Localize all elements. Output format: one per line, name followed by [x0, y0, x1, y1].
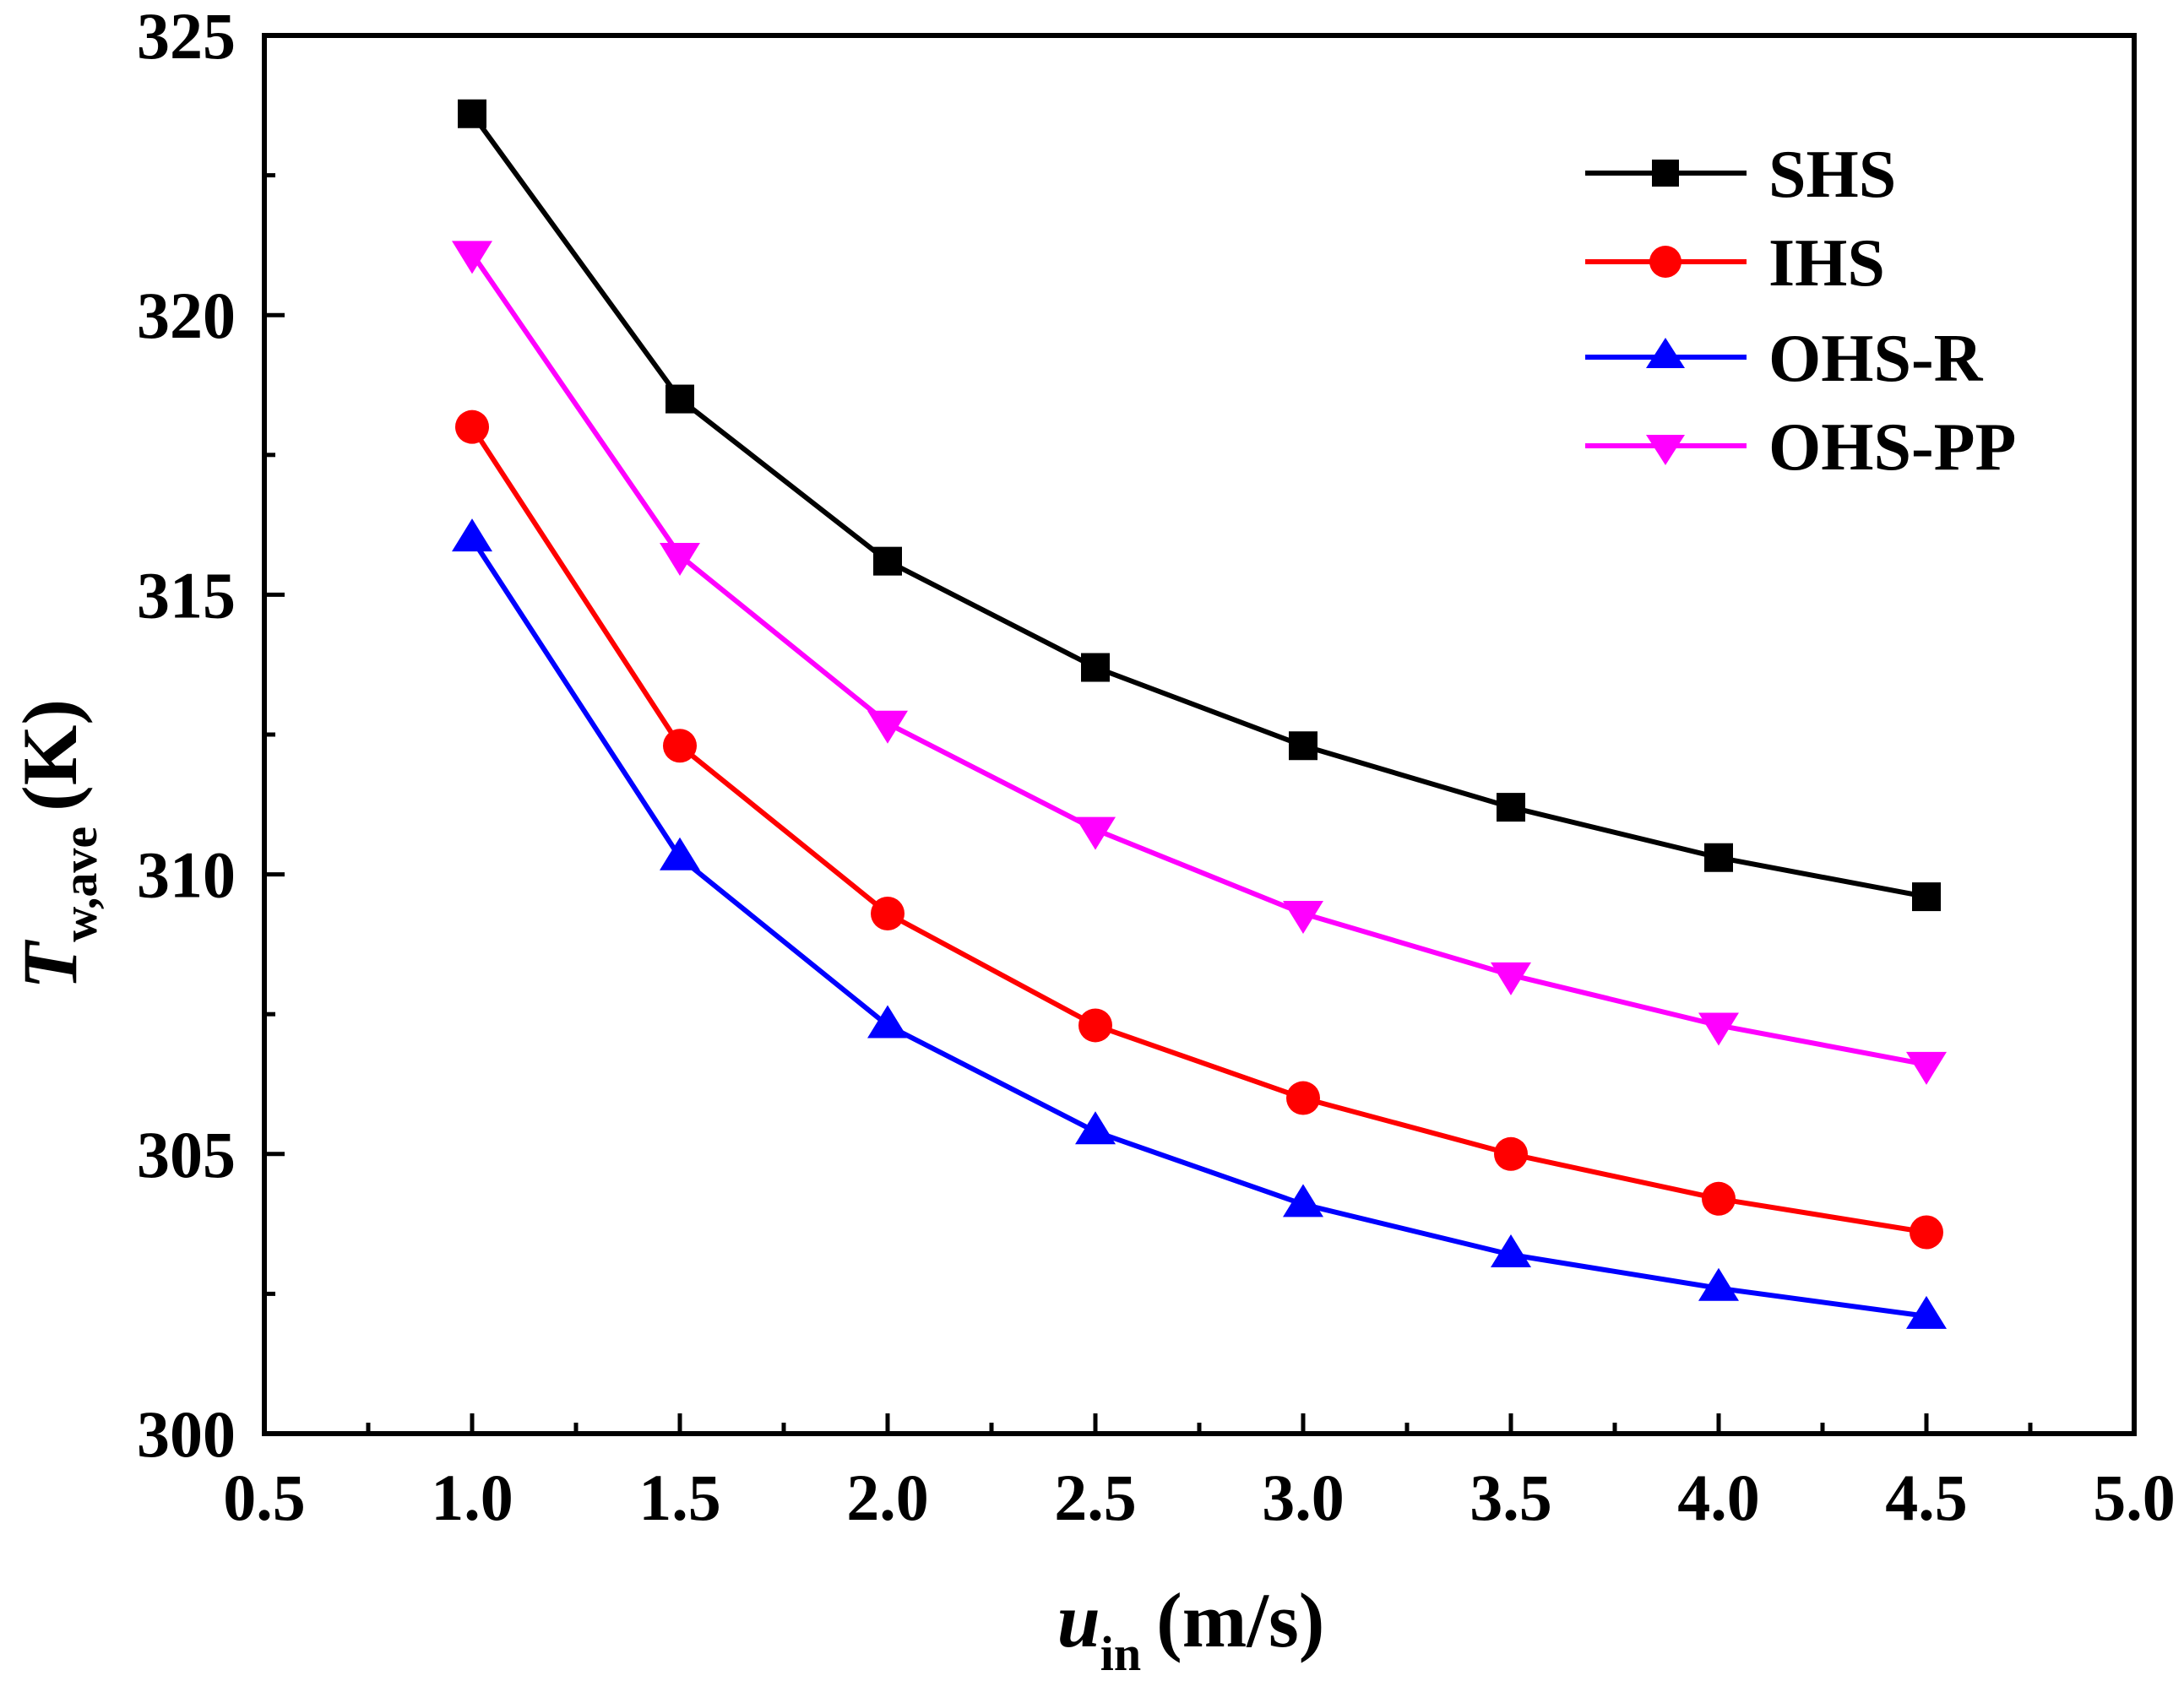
series-ohs-pp: [452, 241, 1947, 1085]
data-point-ohs-pp: [1698, 1012, 1739, 1046]
data-point-ihs: [663, 729, 697, 763]
data-point-ihs: [1910, 1215, 1943, 1250]
data-point-ohs-pp: [1491, 962, 1531, 995]
data-point-ohs-pp: [452, 241, 492, 274]
plot-area-frame: [262, 33, 2137, 1436]
data-point-shs: [1081, 653, 1110, 682]
data-point-ohs-pp: [660, 543, 700, 577]
data-point-shs: [1497, 793, 1525, 822]
data-point-ohs-r: [452, 518, 492, 552]
x-tick-label: 2.0: [846, 1461, 929, 1534]
x-axis-label-main: u: [1057, 1577, 1100, 1663]
data-point-ohs-pp: [1906, 1051, 1947, 1085]
data-point-ihs: [1078, 1008, 1112, 1043]
legend-item-ihs: IHS: [1585, 226, 1885, 301]
series-line-ohs-pp: [470, 252, 1927, 1067]
x-tick-label: 1.5: [638, 1461, 721, 1534]
legend: SHS IHS OHS-R OHS-PP: [1585, 138, 2016, 485]
y-tick-label: 320: [137, 279, 236, 352]
data-point-shs: [1289, 731, 1317, 761]
data-point-ohs-pp: [867, 710, 908, 744]
legend-marker-ohs-pp: [1646, 435, 1685, 465]
data-point-shs: [1704, 843, 1733, 872]
series-ihs: [455, 409, 1943, 1250]
x-axis-label: uin (m/s): [1057, 1577, 1325, 1681]
x-axis-label-sub: in: [1100, 1626, 1141, 1681]
y-axis-label-sub: w,ave: [52, 827, 107, 942]
legend-marker-shs: [1652, 160, 1679, 187]
data-point-ohs-r: [1698, 1267, 1739, 1301]
data-point-ohs-r: [867, 1005, 908, 1039]
data-point-ohs-r: [1491, 1234, 1531, 1268]
x-axis-label-unit: (m/s): [1156, 1577, 1324, 1663]
x-tick-label: 1.0: [431, 1461, 513, 1534]
y-tick-label: 315: [137, 558, 236, 632]
data-point-ihs: [1702, 1181, 1736, 1216]
legend-label-ohs-pp: OHS-PP: [1768, 410, 2016, 485]
x-tick-label: 3.5: [1470, 1461, 1552, 1534]
x-tick-label: 3.0: [1262, 1461, 1345, 1534]
data-point-shs: [1912, 882, 1941, 912]
data-point-shs: [458, 99, 486, 128]
series-ohs-r: [452, 518, 1947, 1329]
data-point-ohs-r: [1075, 1111, 1116, 1145]
data-point-ihs: [1494, 1136, 1528, 1171]
legend-label-ihs: IHS: [1768, 226, 1885, 301]
data-point-ihs: [455, 409, 489, 444]
data-point-ohs-pp: [1283, 900, 1323, 934]
legend-marker-ohs-r: [1646, 338, 1685, 368]
series-group: [452, 99, 1947, 1329]
data-point-shs: [666, 384, 694, 414]
legend-label-ohs-r: OHS-R: [1768, 322, 1984, 396]
data-point-ohs-r: [1283, 1184, 1323, 1217]
legend-item-ohs-pp: OHS-PP: [1585, 410, 2016, 485]
y-axis-label-main: T: [7, 939, 93, 990]
legend-item-shs: SHS: [1585, 138, 1896, 212]
y-axis-label: Tw,ave (K): [7, 699, 107, 990]
series-shs: [458, 99, 1941, 912]
data-point-ihs: [871, 896, 905, 930]
legend-marker-ihs: [1649, 246, 1681, 278]
x-tick-label: 5.0: [2093, 1461, 2176, 1534]
y-tick-labels: 300 305 310 315 320 325: [137, 0, 236, 1471]
series-line-ohs-r: [470, 537, 1927, 1319]
x-tick-label: 4.5: [1885, 1461, 1968, 1534]
y-tick-label: 300: [137, 1397, 236, 1471]
x-tick-labels: 0.5 1.0 1.5 2.0 2.5 3.0 3.5 4.0 4.5 5.0: [223, 1461, 2176, 1534]
data-point-ohs-pp: [1075, 816, 1116, 850]
data-point-shs: [873, 546, 902, 576]
y-tick-label: 305: [137, 1118, 236, 1191]
data-point-ohs-r: [660, 837, 700, 870]
y-tick-label: 325: [137, 0, 236, 73]
x-tick-label: 4.0: [1677, 1461, 1760, 1534]
data-point-ohs-r: [1906, 1295, 1947, 1329]
y-tick-label: 310: [137, 838, 236, 912]
series-line-shs: [470, 111, 1927, 900]
series-line-ihs: [470, 426, 1927, 1235]
x-tick-label: 2.5: [1054, 1461, 1137, 1534]
legend-label-shs: SHS: [1768, 138, 1896, 212]
data-point-ihs: [1286, 1081, 1320, 1115]
legend-item-ohs-r: OHS-R: [1585, 322, 1984, 396]
x-tick-label: 0.5: [223, 1461, 306, 1534]
y-axis-label-unit: (K): [7, 699, 93, 811]
